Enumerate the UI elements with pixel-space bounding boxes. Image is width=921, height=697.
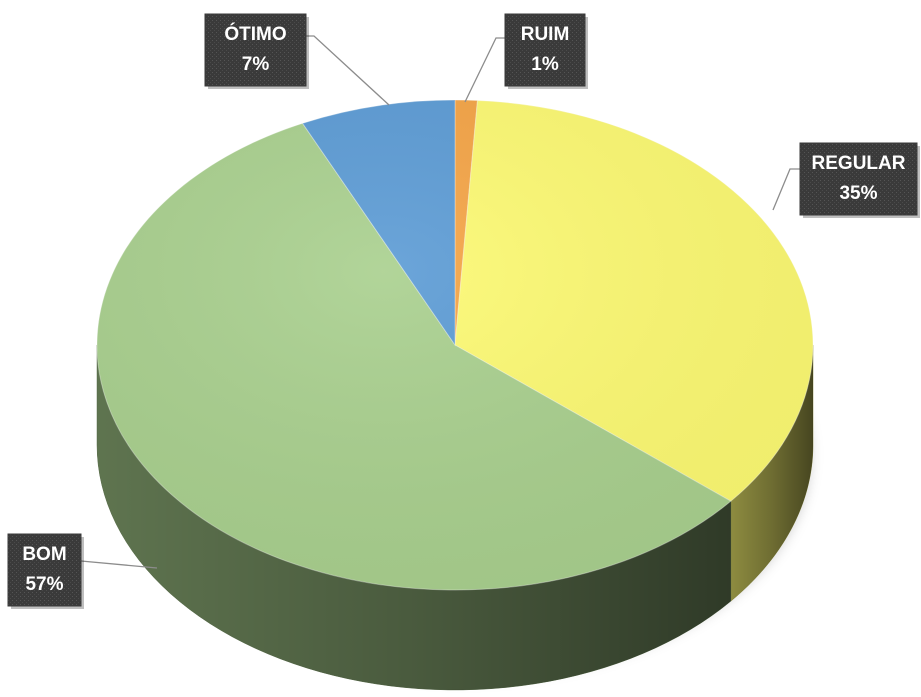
label-box — [504, 13, 586, 87]
leader-line-ótimo — [306, 35, 390, 106]
pie-side-shading — [730, 345, 813, 602]
leader-line-bom — [80, 560, 158, 569]
data-label-regular: REGULAR 35% — [799, 142, 920, 218]
pie-side-shading — [97, 345, 731, 690]
slice-value-label: 35% — [839, 183, 877, 204]
data-label-ruim: RUIM 1% — [504, 13, 588, 89]
data-label-ótimo: ÓTIMO 7% — [204, 13, 309, 89]
slice-value-label: 7% — [242, 54, 270, 75]
slice-category-label: ÓTIMO — [224, 23, 286, 45]
data-label-bom: BOM 57% — [7, 533, 84, 609]
label-box — [799, 142, 918, 216]
leader-line-ruim — [464, 37, 505, 103]
leader-line-regular — [772, 168, 800, 211]
slice-value-label: 57% — [25, 574, 63, 595]
label-box — [204, 13, 307, 87]
label-box — [7, 533, 82, 607]
pie-top-gloss — [97, 100, 813, 590]
slice-category-label: REGULAR — [812, 153, 906, 174]
slice-category-label: BOM — [22, 544, 66, 565]
slice-category-label: RUIM — [521, 24, 570, 45]
slice-value-label: 1% — [531, 54, 559, 75]
